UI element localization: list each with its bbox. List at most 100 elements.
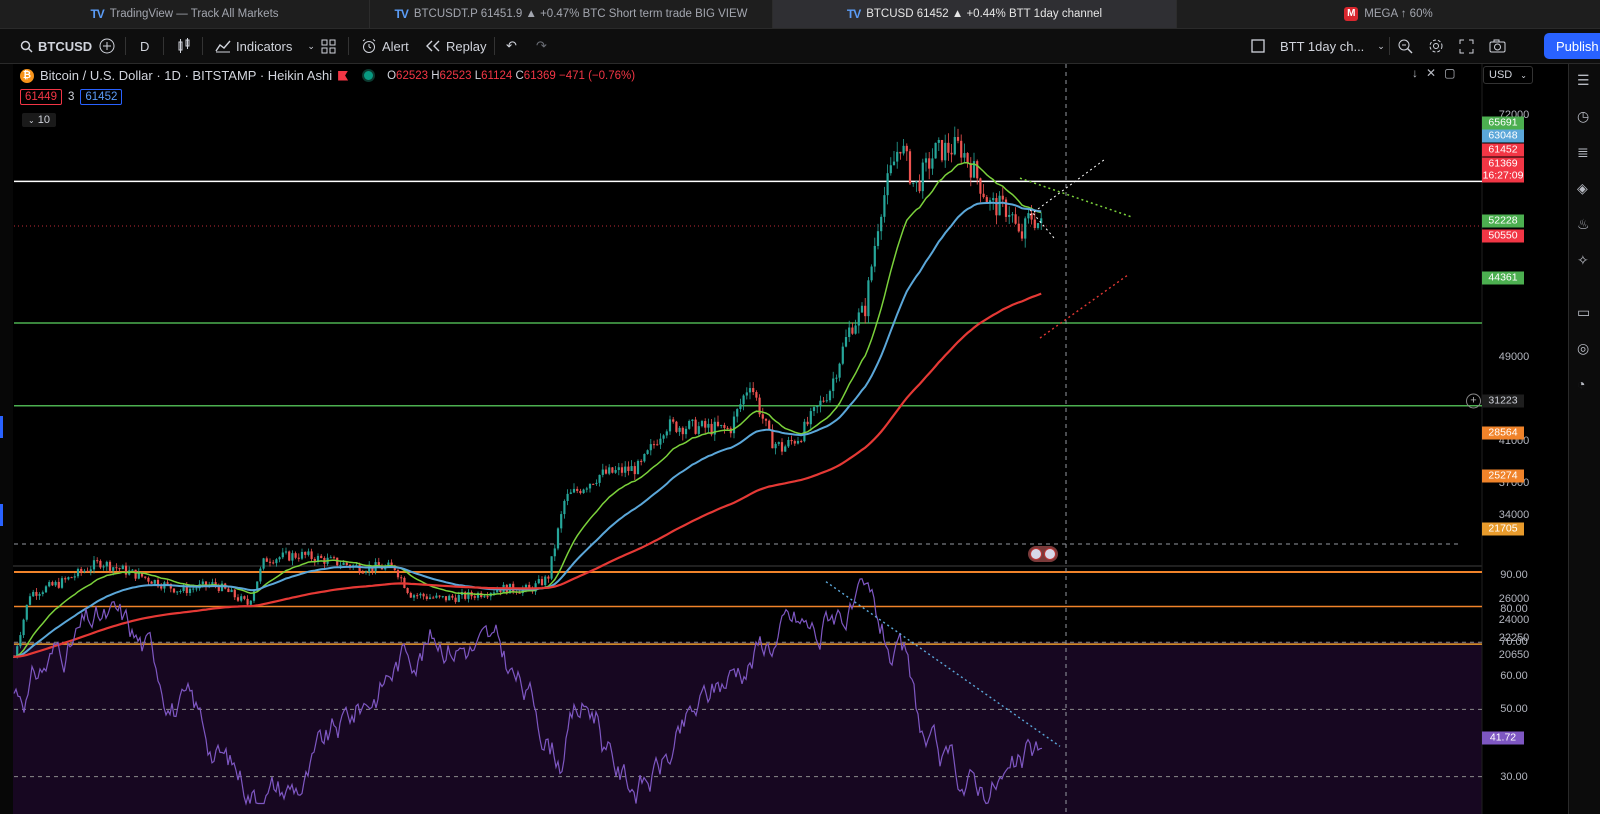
list-icon[interactable]: ≣ [1577,144,1589,160]
sell-button[interactable]: 61449 [20,89,62,105]
ohlc-values: O62523 H62523 L61124 C61369 −471 (−0.76%… [387,70,635,82]
redo-button[interactable]: ↷ [536,29,547,63]
candle-body [844,337,848,347]
candle-body [883,195,886,217]
chart-type-button[interactable] [177,29,191,63]
candle-body [86,570,89,572]
tab-btcusd-active[interactable]: TV BTCUSD 61452 ▲ +0.44% BTT 1day channe… [773,0,1177,28]
collapse-pane-icon[interactable]: ✕ [1426,66,1437,80]
tab-label: BTCUSDT.P 61451.9 ▲ +0.47% BTC Short ter… [413,8,748,20]
undo-icon: ↶ [506,38,517,53]
indicators-button[interactable]: Indicators ⌄ [215,29,315,63]
candle-body [912,182,915,184]
chat-icon[interactable]: ▭ [1577,304,1591,320]
events-badge[interactable] [1028,546,1058,562]
candle-body [316,555,320,562]
candle-body [931,158,934,169]
candle-body [483,596,486,598]
interval-button[interactable]: D [140,29,149,63]
candle-body [892,161,896,166]
templates-button[interactable] [321,29,336,63]
symbol-search-button[interactable]: BTCUSD [20,29,92,63]
candle-body [611,467,614,473]
candle-body [579,490,582,494]
candle-body [438,595,441,597]
currency-select[interactable]: USD ⌄ [1483,66,1533,84]
price-axis-tick: 26000 [1498,592,1530,605]
alert-button[interactable]: Alert [361,29,409,63]
candle-body [857,312,860,326]
candle-body [752,388,755,393]
undo-button[interactable]: ↶ [506,29,517,63]
alarm-clock-icon[interactable]: ◷ [1577,108,1590,124]
price-badge: 44361 [1482,271,1524,285]
rsi-axis-tick: 60.00 [1500,669,1528,682]
layout-button[interactable]: BTT 1day ch... ⌄ [1251,29,1385,63]
candle-body [841,346,844,364]
fullscreen-button[interactable] [1459,29,1474,63]
candle-body [435,595,438,598]
candle-body [1020,231,1024,239]
candle-body [585,488,588,490]
candle-body [300,551,304,559]
tab-btcusdt-perp[interactable]: TV BTCUSDT.P 61451.9 ▲ +0.47% BTC Short … [370,0,773,28]
watchlist-icon[interactable]: ☰ [1577,72,1590,88]
candle-body [691,419,694,421]
compare-symbol-button[interactable] [99,29,115,63]
chart-pane-controls: ↓ ✕ ▢ [1412,66,1455,80]
candle-body [547,576,550,579]
restore-pane-icon[interactable]: ▢ [1444,66,1456,80]
chart-canvas[interactable] [13,64,1568,814]
ideas-icon[interactable]: ✧ [1577,252,1589,268]
candle-body [240,596,243,601]
search-icon [20,40,33,53]
candle-body [83,570,86,573]
snapshot-button[interactable] [1489,29,1506,63]
candle-body [681,427,684,435]
candle-body [230,589,233,593]
candle-body [640,460,643,462]
symbol-legend: ₿ Bitcoin / U.S. Dollar · 1D · BITSTAMP … [20,68,635,83]
candle-body [880,216,883,232]
lightbulb-icon[interactable]: ◎ [1577,340,1590,356]
candle-body [246,598,249,605]
candle-body [416,595,419,597]
event-icon [1044,548,1056,560]
candle-body [176,591,179,593]
add-alert-plus-icon[interactable]: + [1466,393,1481,409]
quick-search-button[interactable] [1397,29,1413,63]
candle-body [464,592,467,599]
candle-body [259,568,262,582]
notifications-icon[interactable]: ◔ [1577,376,1586,392]
candle-body [870,266,873,281]
candle-body [108,561,112,571]
price-badge: 21705 [1482,522,1524,536]
indicator-collapse-toggle[interactable]: ⌄ 10 [22,113,56,127]
candle-body [953,137,956,155]
candle-body [57,581,60,588]
arrow-down-icon[interactable]: ↓ [1412,66,1418,80]
settings-button[interactable] [1428,29,1444,63]
candle-body [441,596,444,598]
chevron-down-icon: ⌄ [307,40,315,51]
right-sidebar: ☰ ◷ ≣ ◈ ♨ ✧ ▭ ◎ ◔ [1568,64,1600,814]
trend-projection-white-down [1029,209,1056,240]
candle-body [787,439,790,447]
candle-body [620,467,624,473]
replay-button[interactable]: Replay [425,29,486,63]
hotlists-icon[interactable]: ♨ [1577,216,1590,232]
buy-button[interactable]: 61452 [80,89,123,105]
candle-body [700,421,704,427]
quick-search-icon [1398,39,1413,54]
candle-body [678,427,681,432]
publish-button[interactable]: Publish [1544,33,1600,59]
price-badge: 65691 [1482,116,1524,130]
layers-icon[interactable]: ◈ [1577,180,1588,196]
candle-body [121,565,124,570]
flag-icon[interactable] [338,70,349,81]
tab-mega[interactable]: M MEGA ↑ 60% [1177,0,1600,28]
candle-body [406,587,409,593]
replay-label: Replay [446,38,487,54]
camera-icon [1489,39,1506,53]
tab-tradingview[interactable]: TV TradingView — Track All Markets [0,0,370,28]
